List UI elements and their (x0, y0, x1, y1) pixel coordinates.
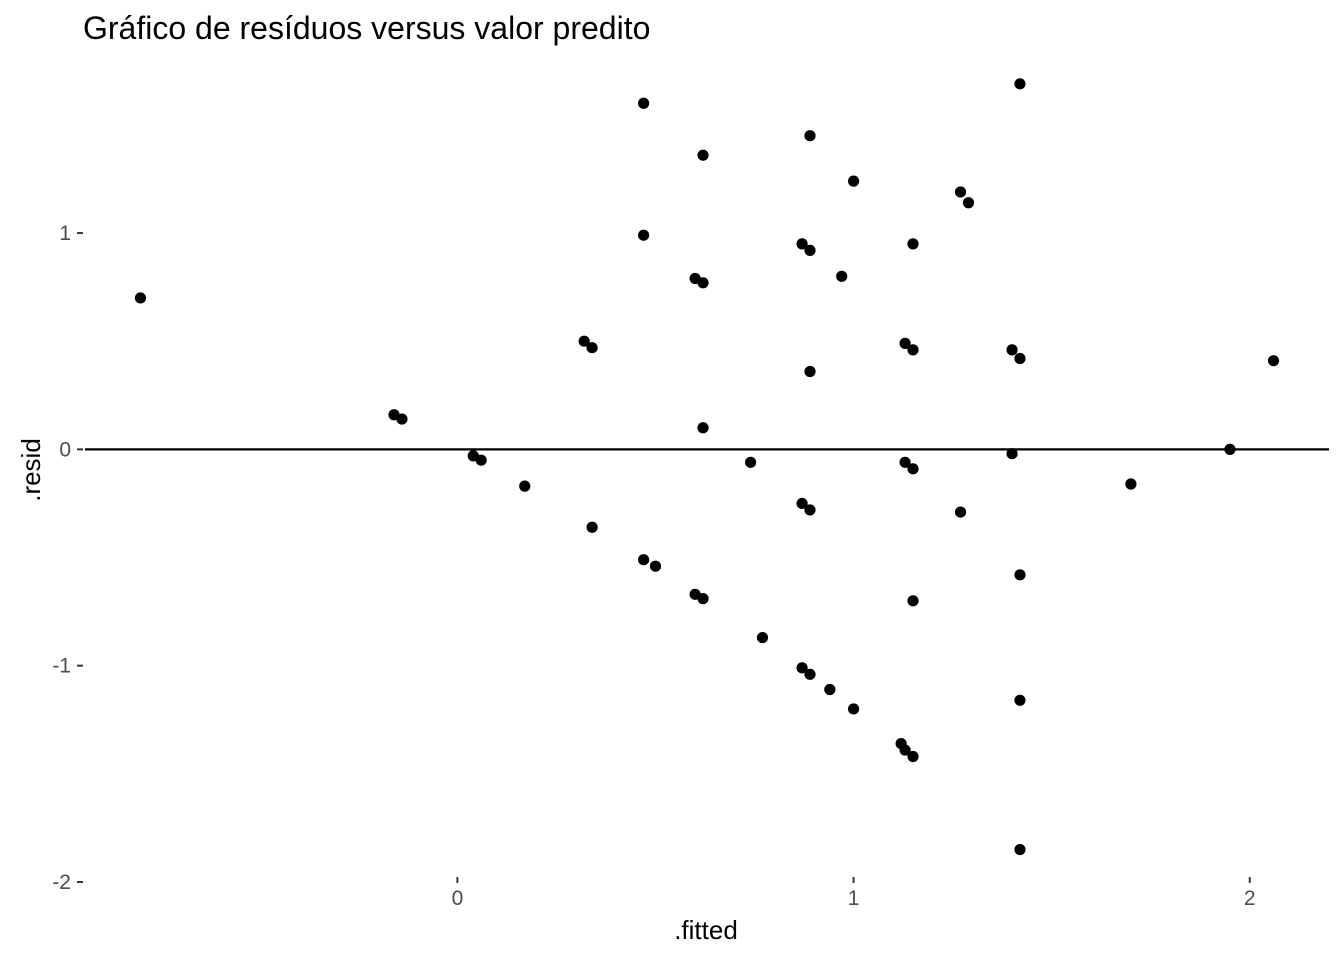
y-tick-label: -1 (52, 655, 71, 678)
data-point (907, 750, 919, 763)
x-axis-label: .fitted (674, 915, 738, 945)
data-point (796, 238, 808, 250)
data-point (475, 454, 487, 466)
data-point (1014, 694, 1026, 706)
data-point (1014, 843, 1026, 856)
data-point (396, 413, 408, 425)
data-point (1006, 448, 1018, 460)
data-point (899, 337, 911, 349)
x-tick-label: 1 (848, 887, 860, 910)
data-point (907, 595, 919, 607)
data-point (847, 175, 860, 187)
data-point (907, 344, 919, 356)
data-point (954, 186, 967, 198)
data-point (756, 631, 769, 644)
data-point (697, 593, 709, 605)
data-point (804, 504, 816, 516)
chart-title: Gráfico de resíduos versus valor predito (83, 10, 650, 46)
y-tick-label: 1 (59, 222, 71, 245)
data-point (796, 497, 808, 510)
data-point (697, 277, 709, 289)
x-axis: 0 1 2 (452, 877, 1256, 910)
data-point (824, 683, 836, 696)
data-point (134, 292, 147, 304)
data-point (586, 342, 598, 354)
data-point (907, 463, 919, 475)
data-point (847, 703, 860, 715)
data-point (519, 480, 531, 492)
data-point (899, 744, 911, 756)
data-point (744, 456, 757, 468)
data-point (804, 244, 816, 256)
data-point (649, 560, 662, 572)
data-point (1006, 344, 1018, 356)
data-point (1267, 355, 1280, 367)
data-point (697, 149, 709, 161)
data-points (134, 78, 1280, 856)
x-tick-label: 2 (1244, 887, 1256, 910)
x-tick-label: 0 (452, 887, 464, 910)
data-point (586, 521, 598, 533)
data-point (804, 365, 816, 378)
data-point (954, 506, 967, 518)
data-point (804, 668, 816, 680)
data-point (1224, 443, 1236, 455)
y-tick-label: 0 (59, 438, 71, 461)
data-point (1014, 78, 1026, 90)
data-point (1014, 569, 1026, 581)
data-point (638, 97, 650, 109)
data-point (899, 456, 911, 468)
y-tick-label: -2 (52, 871, 71, 894)
data-point (836, 270, 848, 282)
data-point (697, 422, 709, 434)
data-point (804, 130, 816, 142)
y-axis-label: .resid (16, 438, 46, 502)
y-axis: -2 -1 0 1 (52, 222, 83, 894)
data-point (796, 662, 808, 674)
data-point (907, 238, 919, 250)
data-point (578, 335, 590, 347)
data-point (1125, 478, 1137, 490)
data-point (1014, 352, 1026, 365)
data-point (962, 197, 975, 209)
data-point (638, 554, 650, 566)
data-point (638, 229, 650, 241)
